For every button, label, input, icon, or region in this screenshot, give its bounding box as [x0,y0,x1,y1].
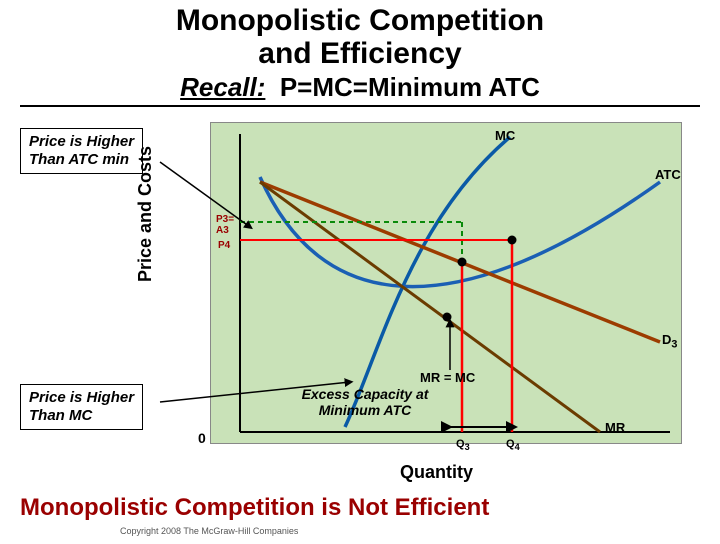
excess-line-2: Minimum ATC [319,402,412,418]
callout-top-text: Price is HigherThan ATC min [29,133,134,168]
callout-price-higher-atc: Price is HigherThan ATC min [20,128,143,174]
atc-label: ATC [655,167,681,182]
mr-label: MR [605,420,625,435]
mr-eq-mc-label: MR = MC [420,370,475,385]
conclusion-text: Monopolistic Competition is Not Efficien… [20,494,489,522]
mc-label: MC [495,128,515,143]
title-line-1: Monopolistic Competition [176,4,544,37]
d3-label: D3 [662,332,677,351]
subtitle-recall: Recall: [180,72,265,102]
q3-label: Q3 [456,438,470,452]
q3-sub: 3 [465,442,470,452]
q4-label: Q4 [506,438,520,452]
d3-sub: 3 [671,339,677,351]
excess-capacity-label: Excess Capacity at Minimum ATC [265,386,465,418]
title-line-2: and Efficiency [258,37,461,70]
title-divider [20,105,700,107]
q3-letter: Q [456,438,465,450]
x-axis-label: Quantity [400,462,473,483]
q4-letter: Q [506,438,515,450]
callout-bottom-text: Price is HigherThan MC [29,389,134,424]
origin-zero: 0 [198,430,206,446]
copyright-text: Copyright 2008 The McGraw-Hill Companies [120,526,298,536]
p4-label: P4 [218,240,230,251]
callout-price-higher-mc: Price is HigherThan MC [20,384,143,430]
d3-letter: D [662,332,671,347]
chart-area: Price and Costs Quantity MC ATC D3 MR P3… [150,122,690,462]
p3-a3-label: P3=A3 [216,214,234,236]
title: Monopolistic Competition and Efficiency [0,4,720,70]
excess-line-1: Excess Capacity at [302,386,429,402]
subtitle-equation: P=MC=Minimum ATC [280,72,540,102]
subtitle: Recall: P=MC=Minimum ATC [0,72,720,103]
q4-sub: 4 [515,442,520,452]
